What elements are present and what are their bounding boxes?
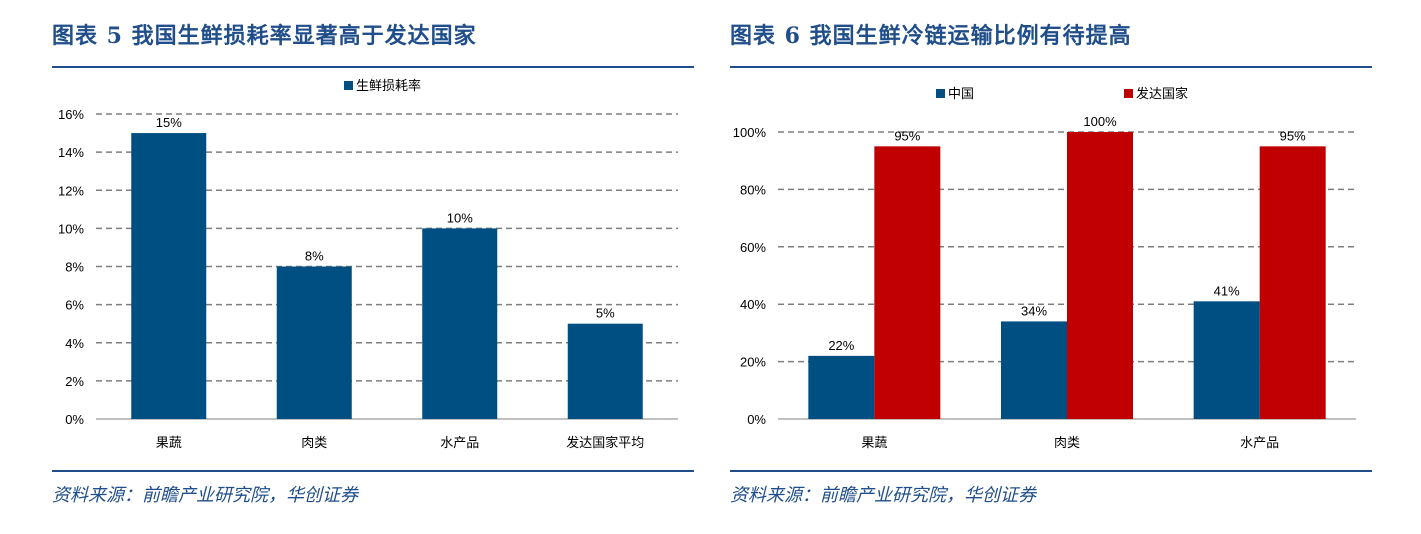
y-tick-label: 8% [65,260,84,275]
bar [422,228,498,419]
legend-swatch [936,89,945,98]
y-tick-label: 60% [740,240,766,255]
x-tick-label: 肉类 [1054,435,1080,450]
figure-6-title: 图表 6 我国生鲜冷链运输比例有待提高 [730,23,1132,49]
y-tick-label: 40% [740,297,766,312]
figure-6-top-rule [730,66,1372,68]
figure-6-panel: 图表 6 我国生鲜冷链运输比例有待提高 0% 20% 40% 60% 80% 100% 果蔬… [730,0,1372,534]
y-tick-label: 100% [733,125,767,140]
figure-5-panel: 图表 5 我国生鲜损耗率显著高于发达国家 0% 2% 4% 6% 8% 10% 12% 14%… [52,0,694,534]
y-tick-label: 0% [747,412,766,427]
x-tick-label: 果蔬 [861,435,887,450]
bar [808,355,875,419]
figure-5-top-rule [52,66,694,68]
figure-5-source: 资料来源：前瞻产业研究院，华创证券 [52,485,358,506]
data-label: 41% [1214,283,1240,298]
figure-5-bottom-rule [52,470,694,472]
y-tick-label: 12% [58,183,84,198]
y-tick-label: 2% [65,374,84,389]
legend-label: 发达国家 [1136,86,1188,101]
data-label: 34% [1021,303,1047,318]
x-tick-label: 水产品 [440,435,479,450]
y-tick-label: 80% [740,182,766,197]
data-label: 15% [156,115,182,130]
legend-swatch [344,81,353,90]
bar [1001,321,1067,419]
figure-6-source: 资料来源：前瞻产业研究院，华创证券 [730,485,1036,506]
data-label: 95% [894,128,920,143]
y-tick-label: 16% [58,107,84,122]
y-tick-label: 6% [65,298,84,313]
y-tick-label: 14% [58,145,84,160]
bar [276,266,352,419]
y-tick-label: 4% [65,336,84,351]
bar [1259,146,1326,419]
bar [874,146,941,419]
x-tick-label: 发达国家平均 [566,435,644,450]
bar [1067,132,1133,419]
legend-swatch [1124,89,1133,98]
legend-label: 生鲜损耗率 [356,78,421,93]
data-label: 8% [305,249,324,264]
data-label: 95% [1280,128,1306,143]
data-label: 100% [1083,114,1117,129]
x-tick-label: 果蔬 [156,435,182,450]
data-label: 10% [447,210,473,225]
bar [1193,301,1260,419]
loss-rate-bar-chart: 0% 2% 4% 6% 8% 10% 12% 14% 16% 果蔬 15% 肉类 8% 水产品 10% 发达国… [58,78,678,450]
y-tick-label: 20% [740,355,766,370]
bar [567,323,643,419]
data-label: 22% [828,338,854,353]
y-tick-label: 0% [65,412,84,427]
x-tick-label: 水产品 [1240,435,1279,450]
x-tick-label: 肉类 [301,435,327,450]
bar [131,133,207,419]
figure-5-title: 图表 5 我国生鲜损耗率显著高于发达国家 [52,23,477,49]
data-label: 5% [596,306,615,321]
cold-chain-bar-chart: 0% 20% 40% 60% 80% 100% 果蔬 22% 95% 肉类 34% 100% 水产品 41… [733,86,1356,450]
y-tick-label: 10% [58,221,84,236]
figure-6-bottom-rule [730,470,1372,472]
legend-label: 中国 [948,86,974,101]
